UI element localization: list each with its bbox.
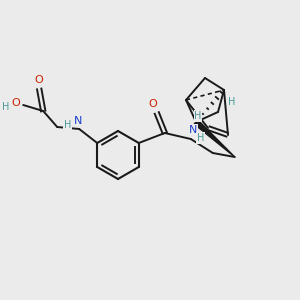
Text: H: H [64, 120, 71, 130]
Text: H: H [228, 97, 236, 107]
Text: N: N [189, 125, 197, 135]
Text: O: O [35, 75, 44, 85]
Polygon shape [194, 120, 235, 157]
Text: H: H [194, 111, 202, 121]
Text: N: N [74, 116, 82, 126]
Text: H: H [2, 102, 9, 112]
Text: O: O [148, 99, 157, 109]
Text: O: O [12, 98, 21, 108]
Text: H: H [197, 133, 205, 143]
